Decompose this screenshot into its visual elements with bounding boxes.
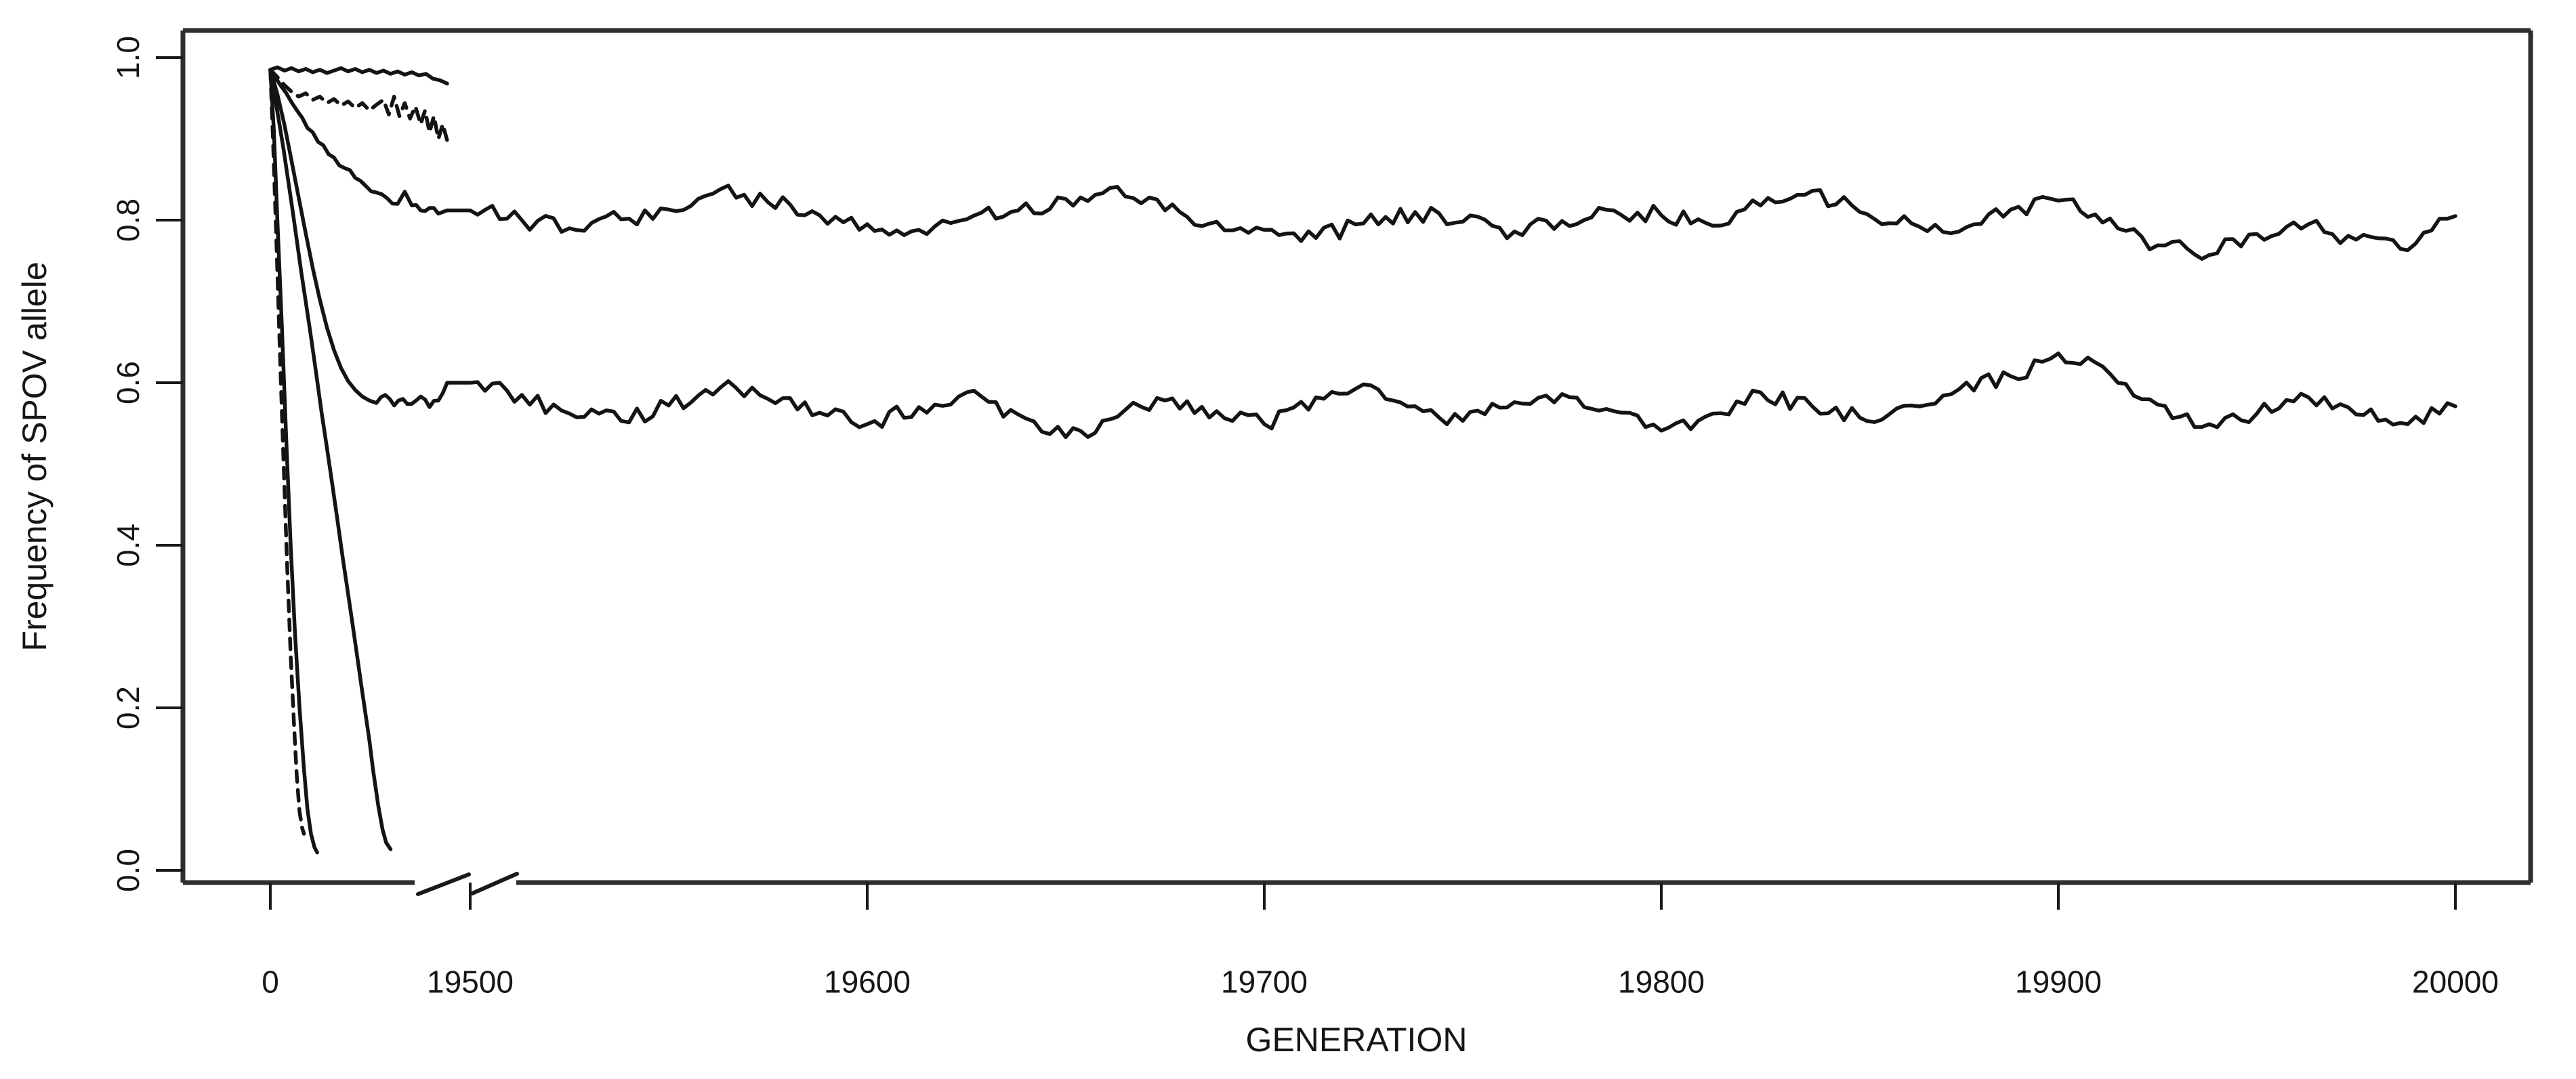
x-axis-break [416,872,519,896]
y-tick-label: 1.0 [110,36,146,79]
axis-break-slash [470,872,519,895]
y-axis: 0.0 0.2 0.4 0.6 0.8 1.0 [110,30,186,892]
x-tick-label: 19600 [824,965,911,1000]
y-axis-title: Frequency of SPOV allele [16,261,54,651]
y-tick-label: 0.6 [110,361,146,404]
y-tick-label: 0.8 [110,198,146,242]
y-tick-label: 0.4 [110,524,146,567]
x-tick-label: 0 [262,965,279,1000]
x-tick-label: 19700 [1221,965,1308,1000]
series-line-balanced-polymorphism-0.57 [268,68,2457,440]
y-tick-label: 0.0 [110,849,146,892]
series-line-high-declining-dashed [268,68,449,143]
plot-frame [183,30,2531,883]
series-line-balanced-polymorphism-0.80 [268,68,2457,261]
series-line-persists-near-1.0 [268,65,449,86]
x-tick-label: 19500 [427,965,514,1000]
y-tick-label: 0.2 [110,686,146,729]
x-axis: 0 19500 19600 19700 19800 19900 20000 [183,28,2533,1000]
series-line-lost-fast-solid [268,68,319,855]
axis-break-slash [416,872,471,896]
series-lines [268,65,2457,855]
series-line-lost-fastest-dashed [268,68,306,836]
x-tick-label: 20000 [2412,965,2499,1000]
series-line-lost-slow-solid [268,68,393,851]
x-axis-title: GENERATION [1246,1021,1468,1059]
x-tick-label: 19900 [2015,965,2102,1000]
x-tick-label: 19800 [1618,965,1705,1000]
